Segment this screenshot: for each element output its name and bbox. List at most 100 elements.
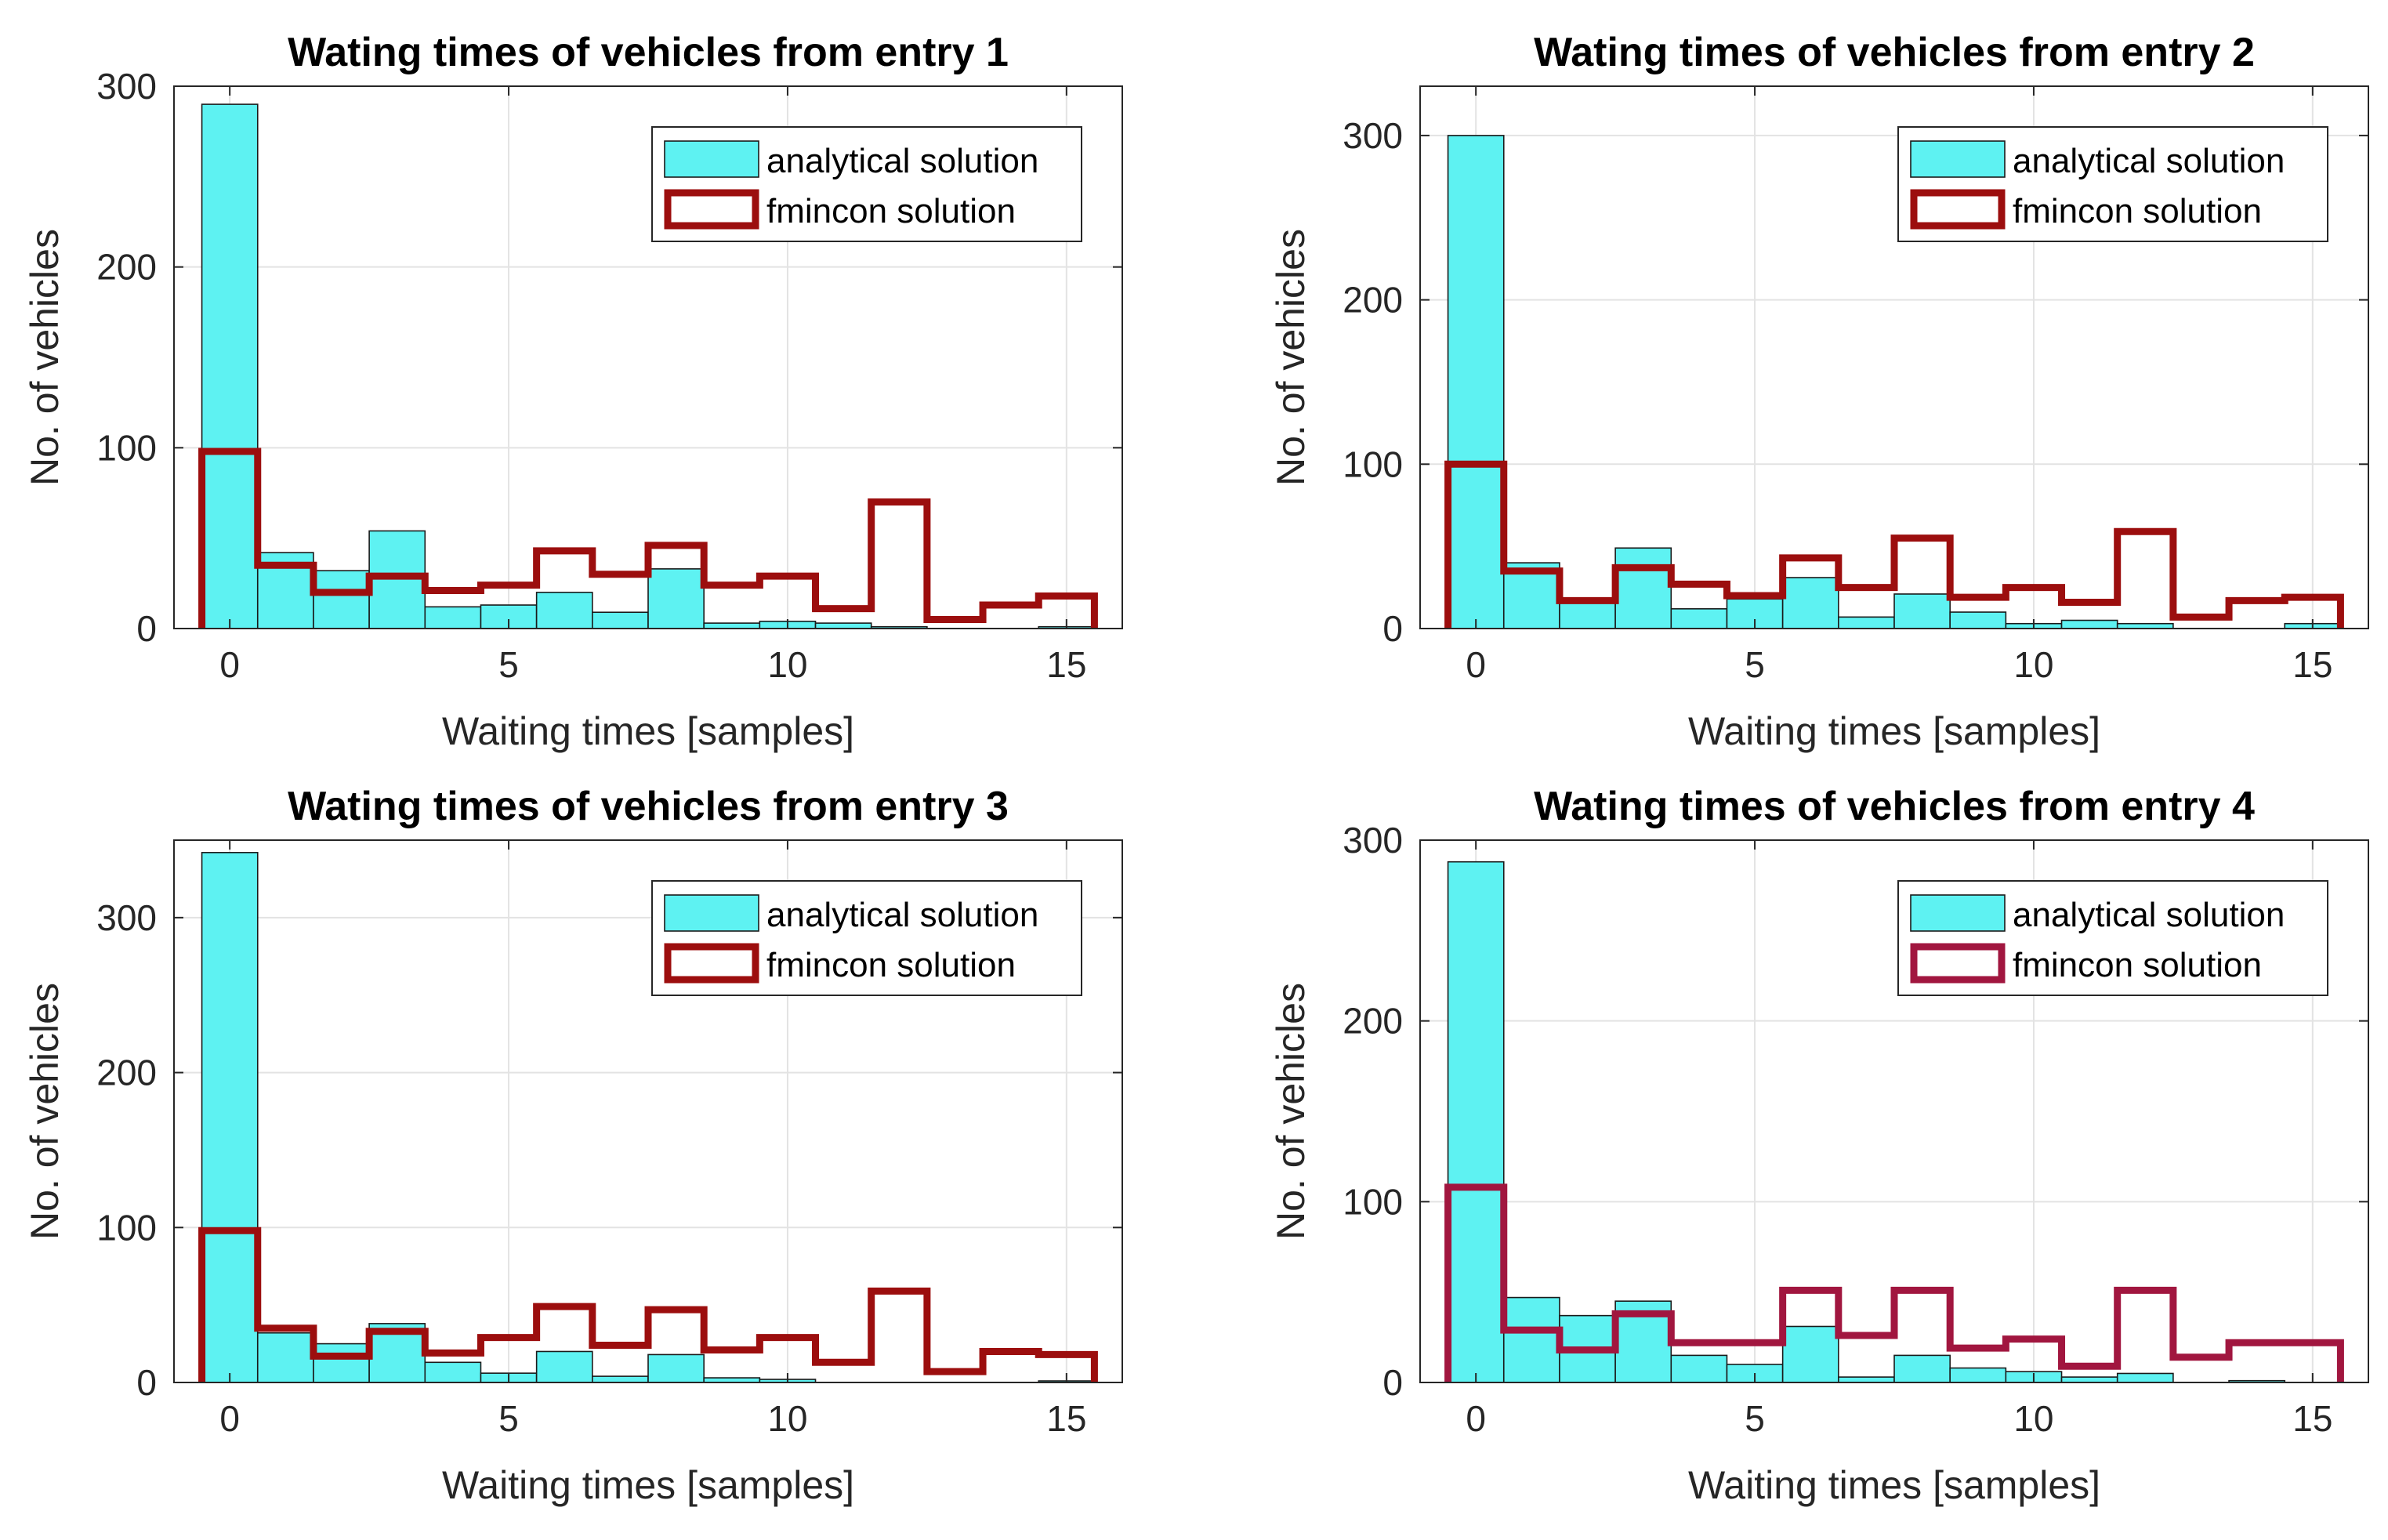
x-tick-label: 10	[767, 644, 807, 685]
legend-label-fmincon: fmincon solution	[766, 946, 1016, 984]
y-tick-label: 200	[96, 247, 157, 288]
x-tick-label: 5	[1745, 1398, 1765, 1439]
y-tick-label: 0	[1382, 608, 1403, 649]
bar-analytical-8	[647, 568, 705, 629]
bar-analytical-9	[1949, 611, 2007, 629]
x-tick-label: 5	[498, 644, 519, 685]
x-tick-label: 5	[498, 1398, 519, 1439]
x-tick-label: 15	[1046, 644, 1086, 685]
y-tick-label: 200	[1343, 280, 1403, 321]
bar-analytical-0	[1447, 135, 1505, 629]
x-axis-label: Waiting times [samples]	[1688, 709, 2100, 753]
x-axis-label: Waiting times [samples]	[442, 1463, 854, 1507]
y-axis-label: No. of vehicles	[23, 983, 67, 1240]
stairs-fmincon-series	[198, 448, 1098, 629]
chart-title: Wating times of vehicles from entry 1	[288, 30, 1009, 75]
y-tick-label: 300	[1343, 820, 1403, 861]
y-tick-label: 300	[1343, 115, 1403, 156]
bar-analytical-0	[201, 103, 259, 629]
x-tick-label: 15	[2292, 644, 2332, 685]
y-tick-label: 100	[1343, 444, 1403, 484]
chart-title: Wating times of vehicles from entry 3	[288, 784, 1009, 829]
axes-box	[173, 839, 1123, 1383]
bar-analytical-7	[1838, 1376, 1895, 1383]
x-tick-label: 5	[1745, 644, 1765, 685]
bar-analytical-3	[368, 530, 426, 629]
bar-analytical-11	[814, 622, 872, 629]
bar-analytical-11	[2060, 619, 2118, 629]
axes-box	[173, 85, 1123, 629]
x-tick-label: 15	[1046, 1398, 1086, 1439]
legend-swatch-analytical	[1910, 894, 2006, 932]
bar-analytical-1	[256, 1332, 314, 1383]
y-tick-label: 0	[1382, 1362, 1403, 1403]
chart-panel-4: 0 5 10 15 0 100 200 300 Wating times of vehicles…	[1269, 784, 2369, 1507]
chart-title: Wating times of vehicles from entry 4	[1534, 784, 2255, 829]
x-tick-label: 10	[2013, 644, 2053, 685]
bar-analytical-6	[1781, 1325, 1839, 1383]
legend-swatch-analytical	[1910, 140, 2006, 178]
bar-analytical-4	[424, 606, 482, 629]
chart-title: Wating times of vehicles from entry 2	[1534, 30, 2255, 75]
legend: analytical solution fmincon solution	[1897, 880, 2328, 996]
bar-analytical-0	[1447, 861, 1505, 1383]
bar-analytical-2	[313, 1343, 370, 1383]
chart-panel-3: 0 5 10 15 0 100 200 300 Wating times of vehicles…	[23, 784, 1123, 1507]
y-tick-label: 300	[96, 66, 157, 107]
bar-analytical-6	[535, 1350, 593, 1383]
legend-label-fmincon: fmincon solution	[2013, 946, 2262, 984]
y-tick-label: 100	[96, 1207, 157, 1248]
y-tick-label: 100	[96, 427, 157, 468]
y-tick-label: 200	[96, 1053, 157, 1093]
legend-label-analytical: analytical solution	[766, 142, 1038, 180]
legend-label-analytical: analytical solution	[2013, 896, 2285, 934]
x-tick-label: 0	[219, 1398, 240, 1439]
y-tick-label: 300	[96, 897, 157, 938]
axes-box	[1419, 85, 2369, 629]
bar-analytical-2	[313, 570, 370, 629]
bar-analytical-6	[535, 592, 593, 629]
bar-analytical-4	[1670, 608, 1728, 629]
x-axis-label: Waiting times [samples]	[1688, 1463, 2100, 1507]
bar-analytical-9	[1949, 1367, 2007, 1383]
bar-analytical-11	[2060, 1376, 2118, 1383]
y-tick-label: 100	[1343, 1181, 1403, 1222]
legend-swatch-fmincon	[1910, 189, 2006, 230]
legend-swatch-fmincon	[1910, 943, 2006, 984]
y-tick-label: 0	[136, 608, 157, 649]
legend-swatch-fmincon	[664, 943, 759, 984]
x-tick-label: 15	[2292, 1398, 2332, 1439]
chart-panel-2: 0 5 10 15 0 100 200 300 Wating times of vehicles…	[1269, 30, 2369, 753]
bar-analytical-4	[1670, 1354, 1728, 1383]
x-tick-label: 0	[1466, 644, 1486, 685]
legend-label-analytical: analytical solution	[766, 896, 1038, 934]
y-axis-label: No. of vehicles	[1269, 983, 1313, 1240]
legend: analytical solution fmincon solution	[651, 880, 1082, 996]
bar-analytical-8	[647, 1353, 705, 1383]
x-tick-label: 0	[1466, 1398, 1486, 1439]
chart-panel-1: 0 5 10 15 0 100 200 300 Wating times of vehicles…	[23, 30, 1123, 753]
y-tick-label: 200	[1343, 1001, 1403, 1042]
legend: analytical solution fmincon solution	[651, 126, 1082, 242]
x-axis-label: Waiting times [samples]	[442, 709, 854, 753]
x-tick-label: 10	[767, 1398, 807, 1439]
y-axis-label: No. of vehicles	[23, 229, 67, 486]
bar-analytical-7	[1838, 616, 1895, 629]
legend: analytical solution fmincon solution	[1897, 126, 2328, 242]
bar-analytical-0	[201, 852, 259, 1383]
x-tick-label: 0	[219, 644, 240, 685]
y-tick-label: 0	[136, 1362, 157, 1403]
bar-analytical-7	[592, 1375, 649, 1383]
legend-swatch-analytical	[664, 140, 759, 178]
bar-analytical-9	[703, 622, 761, 629]
legend-swatch-analytical	[664, 894, 759, 932]
x-tick-label: 10	[2013, 1398, 2053, 1439]
bar-analytical-7	[592, 611, 649, 629]
legend-swatch-fmincon	[664, 189, 759, 230]
bar-analytical-6	[1781, 577, 1839, 629]
legend-label-analytical: analytical solution	[2013, 142, 2285, 180]
stairs-fmincon-series	[1444, 1183, 2344, 1382]
stairs-fmincon-series	[198, 1227, 1098, 1382]
legend-label-fmincon: fmincon solution	[2013, 192, 2262, 230]
legend-label-fmincon: fmincon solution	[766, 192, 1016, 230]
